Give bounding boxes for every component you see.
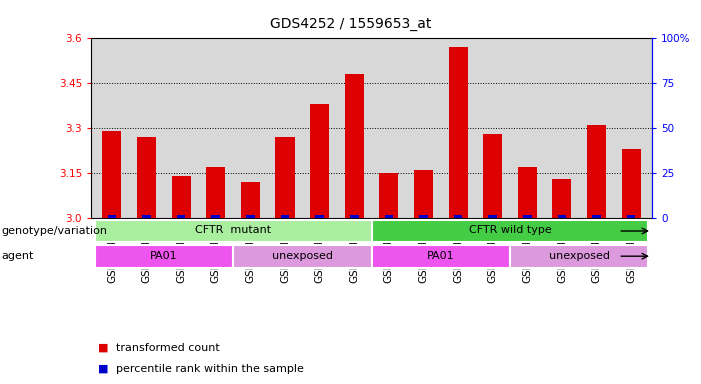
Bar <box>385 215 393 218</box>
Bar <box>510 245 648 268</box>
Text: agent: agent <box>1 251 34 261</box>
Bar <box>137 137 156 218</box>
Bar <box>246 215 254 218</box>
Text: genotype/variation: genotype/variation <box>1 226 107 236</box>
Bar <box>310 104 329 218</box>
Bar <box>454 215 463 218</box>
Bar <box>414 170 433 218</box>
Bar <box>449 47 468 218</box>
Bar <box>206 167 225 218</box>
Bar <box>372 220 648 242</box>
Text: unexposed: unexposed <box>272 251 333 261</box>
Bar <box>592 215 601 218</box>
Bar <box>483 134 502 218</box>
Text: ■: ■ <box>98 343 109 353</box>
Bar <box>108 215 116 218</box>
Bar <box>379 174 398 218</box>
Text: GDS4252 / 1559653_at: GDS4252 / 1559653_at <box>270 17 431 31</box>
Bar <box>102 131 121 218</box>
Bar <box>345 74 364 218</box>
Text: CFTR  mutant: CFTR mutant <box>195 225 271 235</box>
Bar <box>518 167 537 218</box>
Text: CFTR wild type: CFTR wild type <box>469 225 552 235</box>
Text: ■: ■ <box>98 364 109 374</box>
Bar <box>177 215 186 218</box>
Bar <box>622 149 641 218</box>
Bar <box>280 215 290 218</box>
Bar <box>627 215 635 218</box>
Bar <box>95 220 372 242</box>
Bar <box>419 215 428 218</box>
Bar <box>233 245 372 268</box>
Bar <box>212 215 220 218</box>
Bar <box>275 137 294 218</box>
Bar <box>172 176 191 218</box>
Bar <box>95 245 233 268</box>
Text: PA01: PA01 <box>427 251 454 261</box>
Text: unexposed: unexposed <box>549 251 610 261</box>
Bar <box>489 215 497 218</box>
Text: PA01: PA01 <box>150 251 177 261</box>
Text: transformed count: transformed count <box>116 343 219 353</box>
Bar <box>372 245 510 268</box>
Text: percentile rank within the sample: percentile rank within the sample <box>116 364 304 374</box>
Bar <box>142 215 151 218</box>
Bar <box>523 215 531 218</box>
Bar <box>552 179 571 218</box>
Bar <box>587 126 606 218</box>
Bar <box>350 215 358 218</box>
Bar <box>315 215 324 218</box>
Bar <box>557 215 566 218</box>
Bar <box>241 182 260 218</box>
